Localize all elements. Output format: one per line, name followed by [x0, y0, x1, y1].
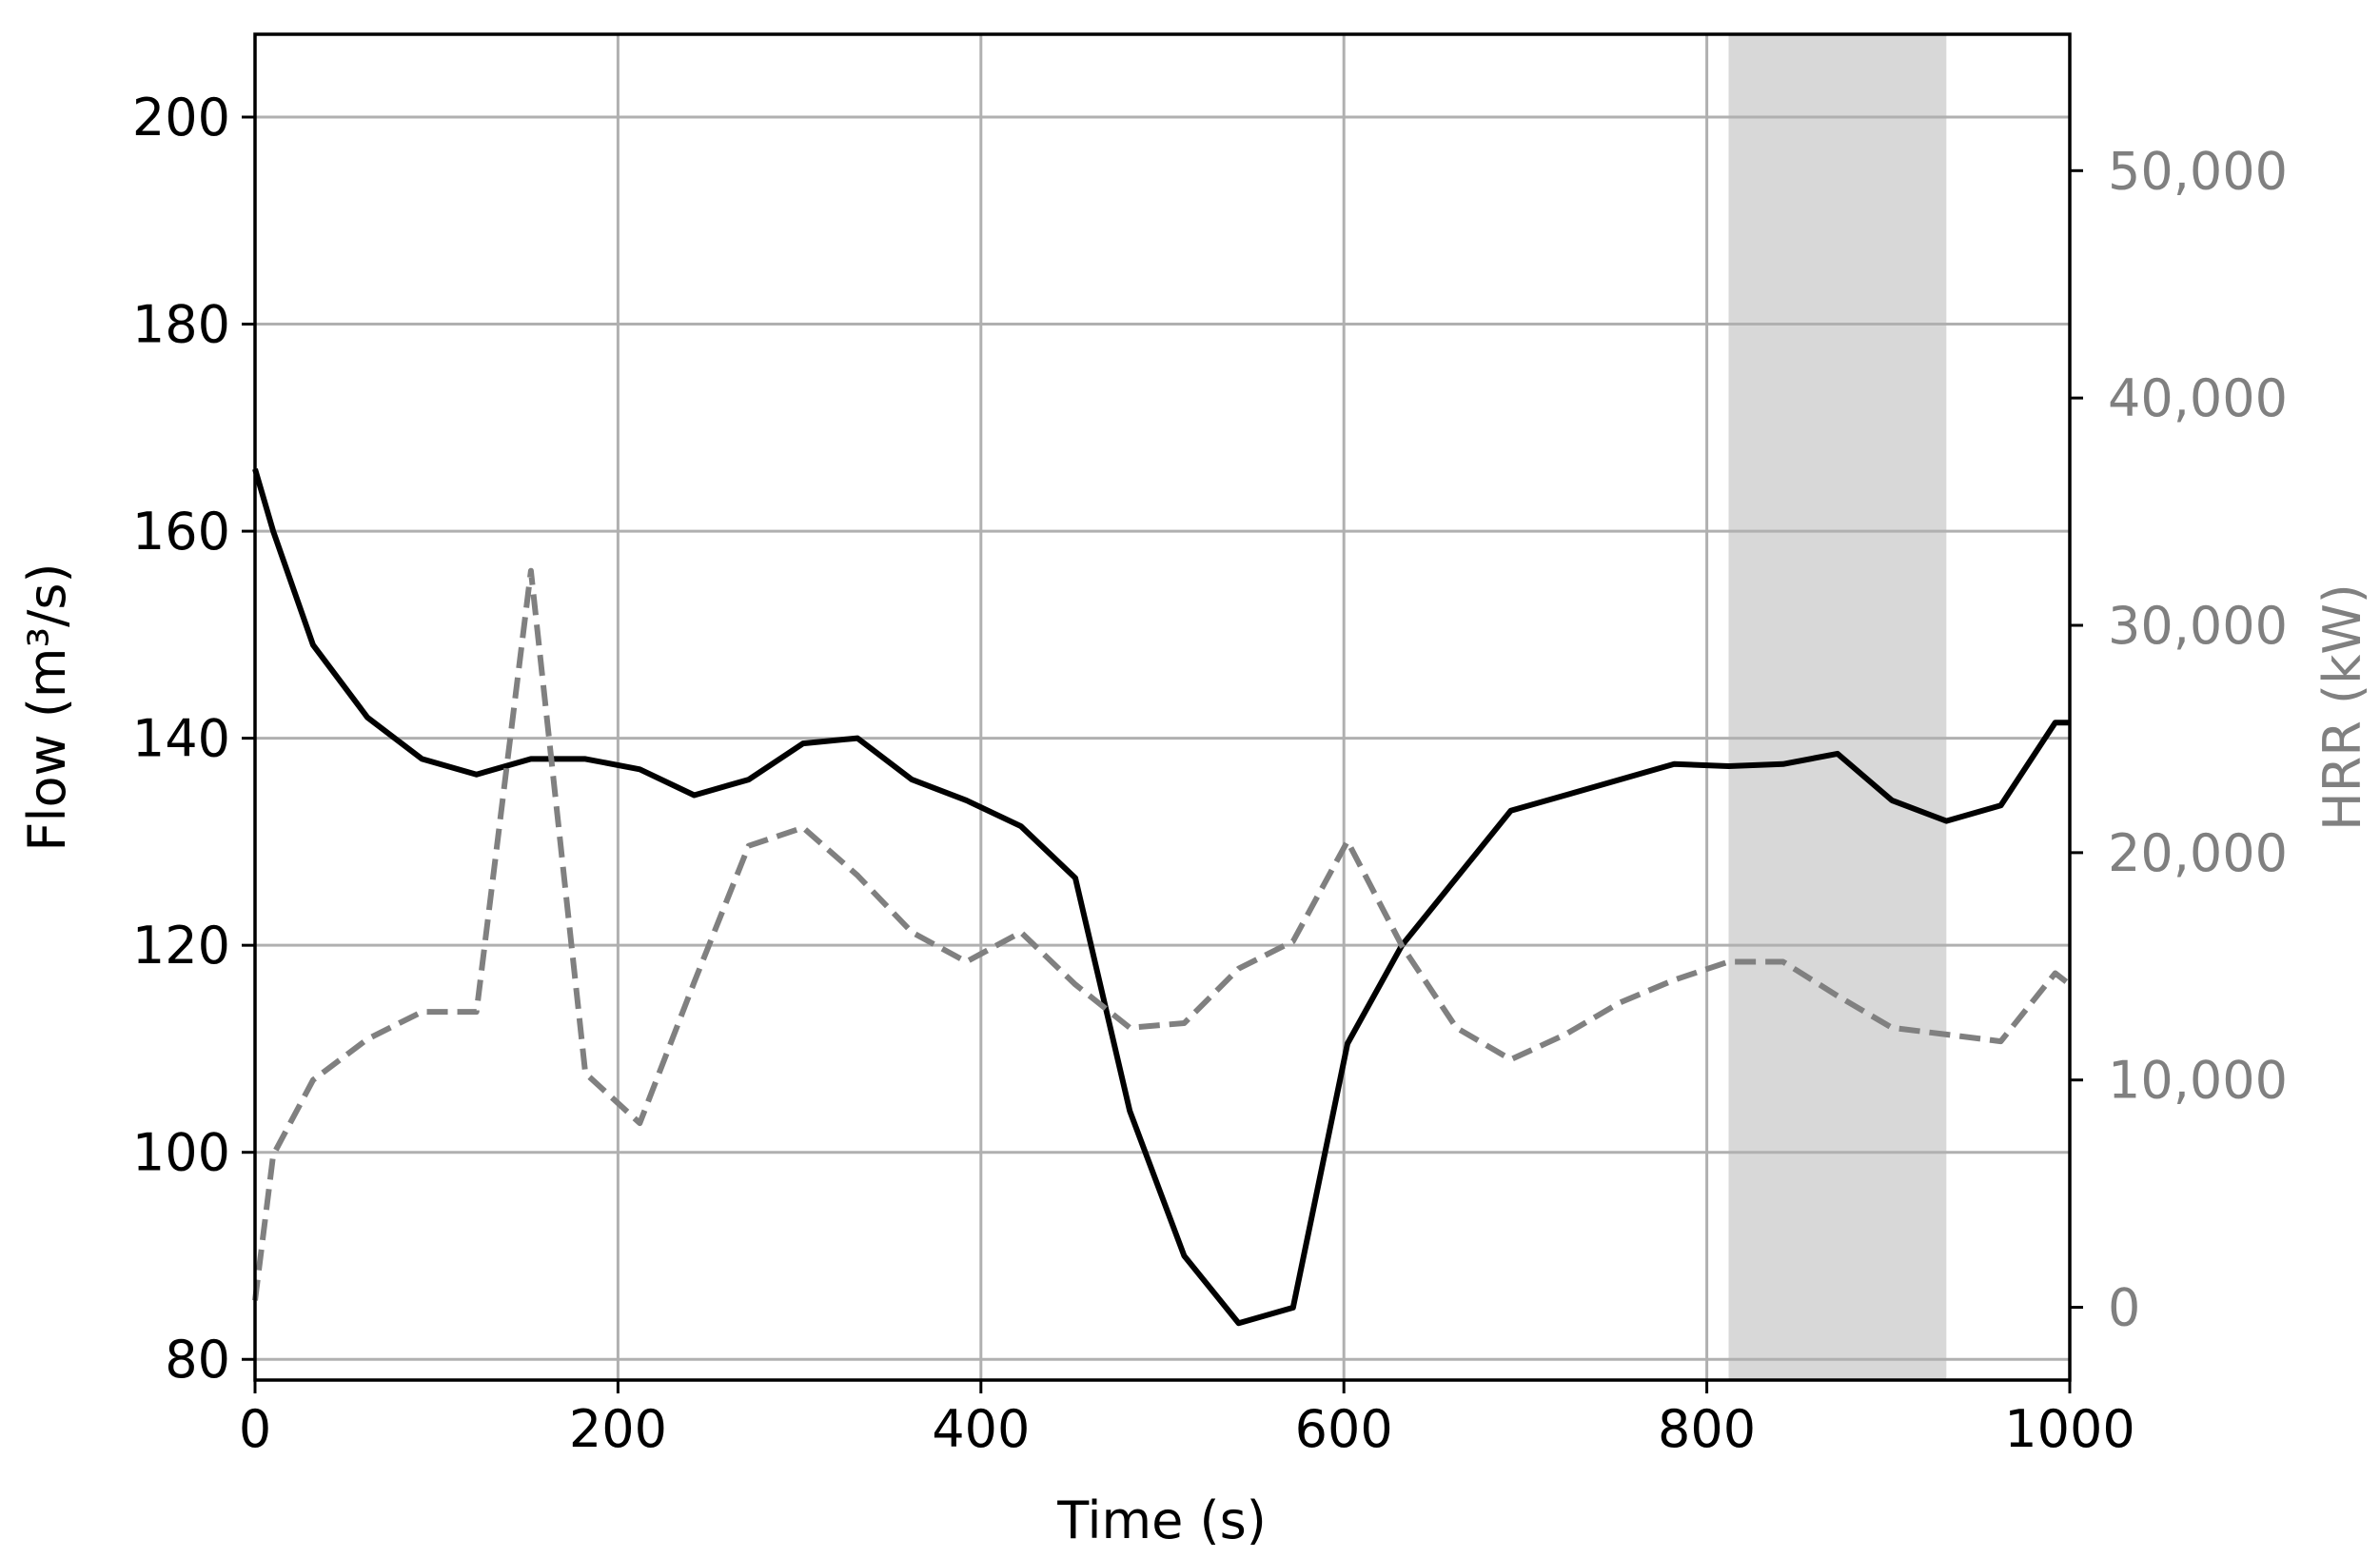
- hrr-series-line: [252, 567, 2072, 1301]
- shaded-region-layer: [1728, 34, 1947, 1380]
- plot-frame: [253, 32, 2072, 1382]
- y-tick-label: 160: [132, 502, 230, 562]
- y2-tick-label: 10,000: [2108, 1051, 2288, 1111]
- x-tick-label: 800: [1658, 1399, 1756, 1459]
- x-tick-label: 600: [1295, 1399, 1393, 1459]
- y2-tick-label: 20,000: [2108, 823, 2288, 883]
- x-tick-label: 400: [932, 1399, 1030, 1459]
- shaded-region: [1728, 34, 1947, 1380]
- y-tick-label: 100: [132, 1123, 230, 1183]
- x-tick-label: 0: [239, 1399, 271, 1459]
- y-tick-label: 200: [132, 88, 230, 148]
- y-tick-label: 180: [132, 295, 230, 355]
- y-tick-label: 140: [132, 709, 230, 769]
- x-tick-label: 1000: [2004, 1399, 2134, 1459]
- y-axis-label: Flow (m³/s): [17, 562, 77, 851]
- x-tick-label: 200: [569, 1399, 667, 1459]
- y2-tick-label: 0: [2108, 1278, 2140, 1338]
- y2-tick-label: 40,000: [2108, 368, 2288, 428]
- series-layer: [252, 467, 2072, 1327]
- y-tick-label: 120: [132, 916, 230, 976]
- y2-tick-label: 30,000: [2108, 596, 2288, 656]
- y-tick-label: 80: [165, 1330, 230, 1390]
- ticks-layer: 0 200 400 600 800 1000 80 100 120 140 160 180 200 0 10…: [132, 88, 2288, 1459]
- x-axis-label: Time (s): [1056, 1490, 1267, 1550]
- y2-tick-label: 50,000: [2108, 141, 2288, 201]
- y2-axis-label: HRR (kW): [2312, 583, 2372, 831]
- flow-series-line: [252, 467, 2070, 1327]
